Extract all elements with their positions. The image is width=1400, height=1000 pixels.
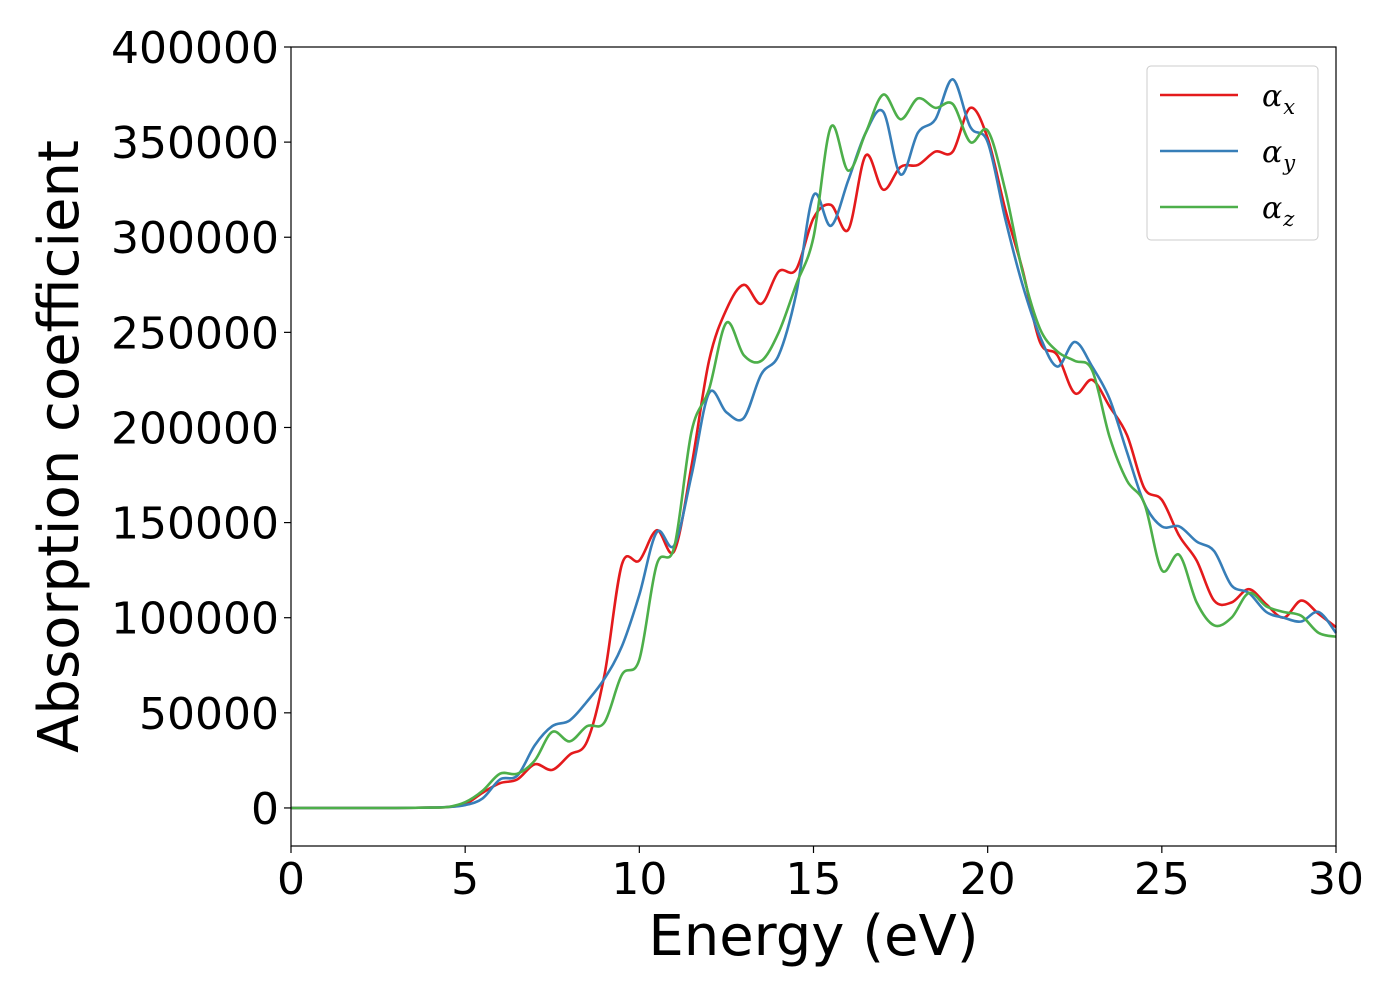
x-axis-title: Energy (eV) xyxy=(648,904,978,969)
legend-symbol: α xyxy=(1262,79,1282,114)
x-tick-label: 10 xyxy=(611,854,667,905)
y-tick-label: 100000 xyxy=(111,594,279,645)
series-line-alpha-z xyxy=(290,93,1337,810)
x-axis-ticks: 0 5 10 15 20 25 30 xyxy=(277,846,1364,905)
legend-subscript: z xyxy=(1282,207,1295,231)
y-tick-label: 250000 xyxy=(111,308,279,359)
legend-symbol: α xyxy=(1262,191,1282,226)
series-line-alpha-y xyxy=(290,78,1338,810)
x-tick-label: 20 xyxy=(960,854,1016,905)
legend-label-alpha-x: αx xyxy=(1262,79,1295,119)
x-tick-label: 0 xyxy=(277,854,305,905)
y-axis-ticks: 0 50000 100000 150000 200000 250000 300000 3500… xyxy=(111,23,291,835)
y-tick-label: 200000 xyxy=(111,403,279,454)
y-tick-label: 400000 xyxy=(111,23,279,74)
legend-label-alpha-z: αz xyxy=(1262,191,1295,231)
legend-subscript: x xyxy=(1283,95,1295,119)
y-tick-label: 350000 xyxy=(111,118,279,169)
legend-label-alpha-y: αy xyxy=(1262,135,1296,175)
x-tick-label: 5 xyxy=(451,854,479,905)
y-tick-label: 150000 xyxy=(111,499,279,550)
y-tick-label: 50000 xyxy=(139,689,279,740)
y-tick-label: 300000 xyxy=(111,213,279,264)
x-tick-label: 25 xyxy=(1134,854,1190,905)
x-tick-label: 30 xyxy=(1308,854,1364,905)
y-tick-label: 0 xyxy=(251,784,279,835)
y-axis-title: Absorption coefficient xyxy=(27,140,92,753)
series-group xyxy=(290,78,1338,810)
series-line-alpha-x xyxy=(290,106,1337,810)
legend-subscript: y xyxy=(1282,151,1296,175)
x-tick-label: 15 xyxy=(786,854,842,905)
legend-symbol: α xyxy=(1262,135,1282,170)
legend-box xyxy=(1146,65,1319,241)
